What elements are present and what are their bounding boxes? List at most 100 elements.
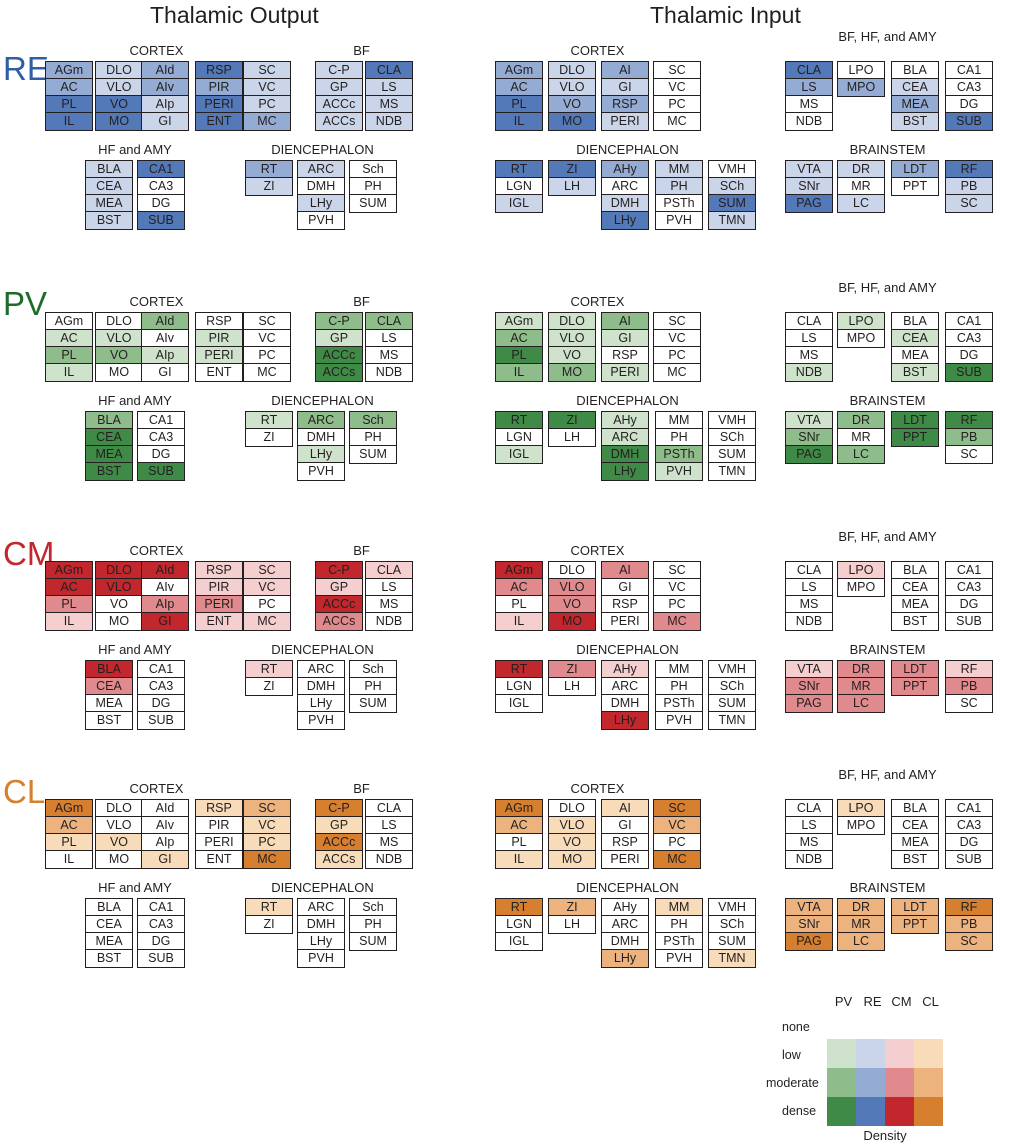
region-bla: BLA — [86, 412, 132, 429]
region-cla: CLA — [366, 313, 412, 330]
region-mr: MR — [838, 178, 884, 195]
region-pvh: PVH — [298, 950, 344, 967]
region-lhy: LHy — [602, 950, 648, 967]
region-rt: RT — [246, 412, 292, 429]
region-bst: BST — [892, 364, 938, 381]
region-agm: AGm — [496, 313, 542, 330]
region-zi: ZI — [246, 678, 292, 695]
output-bf-title: BF — [353, 43, 370, 58]
region-arc: ARC — [298, 661, 344, 678]
region-dmh: DMH — [298, 916, 344, 933]
legend-swatch-pv-moderate — [827, 1068, 856, 1097]
region-mea: MEA — [892, 596, 938, 613]
input-bfam-stack: CLA LS MS NDB — [785, 561, 833, 631]
region-lh: LH — [549, 429, 595, 446]
region-lhy: LHy — [298, 195, 344, 212]
input-bfam-title: BF, HF, and AMY — [838, 529, 937, 544]
region-mpo: MPO — [838, 817, 884, 834]
region-agm: AGm — [46, 62, 92, 79]
region-accc: ACCc — [316, 96, 362, 113]
region-snr: SNr — [786, 916, 832, 933]
output-cortex-stack: RSP PIR PERI ENT — [195, 561, 243, 631]
region-agm: AGm — [46, 313, 92, 330]
output-cortex-stack: SC VC PC MC — [243, 561, 291, 631]
region-cea: CEA — [86, 178, 132, 195]
region-lh: LH — [549, 178, 595, 195]
region-dlo: DLO — [549, 62, 595, 79]
region-vc: VC — [244, 79, 290, 96]
region-pvh: PVH — [656, 463, 702, 480]
region-ent: ENT — [196, 364, 242, 381]
region-cla: CLA — [366, 62, 412, 79]
region-bla: BLA — [86, 899, 132, 916]
region-dlo: DLO — [96, 800, 142, 817]
output-bf-stack: CLA LS MS NDB — [365, 312, 413, 382]
region-tmn: TMN — [709, 950, 755, 967]
region-lpo: LPO — [838, 562, 884, 579]
region-ndb: NDB — [366, 851, 412, 868]
region-rsp: RSP — [602, 347, 648, 364]
input-di-stack: MM PH PSTh PVH — [655, 411, 703, 481]
region-ppt: PPT — [892, 429, 938, 446]
region-vc: VC — [654, 330, 700, 347]
region-pag: PAG — [786, 446, 832, 463]
region-sch: SCh — [709, 178, 755, 195]
region-rsp: RSP — [602, 596, 648, 613]
region-pir: PIR — [196, 330, 242, 347]
region-mpo: MPO — [838, 330, 884, 347]
region-mo: MO — [549, 113, 595, 130]
output-bf-stack: CLA LS MS NDB — [365, 61, 413, 131]
region-rf: RF — [946, 161, 992, 178]
region-sum: SUM — [350, 695, 396, 712]
input-bfam-stack: CLA LS MS NDB — [785, 799, 833, 869]
input-bs-title: BRAINSTEM — [849, 642, 926, 657]
input-bs-stack: DR MR LC — [837, 660, 885, 713]
region-il: IL — [496, 613, 542, 630]
region-ac: AC — [46, 330, 92, 347]
region-rf: RF — [946, 899, 992, 916]
legend-row-moderate: moderate — [766, 1076, 819, 1090]
region-mea: MEA — [86, 695, 132, 712]
region-mea: MEA — [892, 347, 938, 364]
region-pvh: PVH — [656, 212, 702, 229]
output-cortex-stack: AGm AC PL IL — [45, 561, 93, 631]
region-ca1: CA1 — [138, 661, 184, 678]
region-gi: GI — [602, 330, 648, 347]
region-zi: ZI — [549, 412, 595, 429]
region-agm: AGm — [496, 562, 542, 579]
input-di-stack: MM PH PSTh PVH — [655, 898, 703, 968]
input-bs-stack: VTA SNr PAG — [785, 898, 833, 951]
region-tmn: TMN — [709, 212, 755, 229]
input-cortex-stack: SC VC PC MC — [653, 61, 701, 131]
output-cortex-stack: AId AIv AIp GI — [141, 561, 189, 631]
input-bfam-stack: CA1 CA3 DG SUB — [945, 61, 993, 131]
region-pag: PAG — [786, 933, 832, 950]
output-hf-stack: BLA CEA MEA BST — [85, 898, 133, 968]
input-bs-stack: DR MR LC — [837, 411, 885, 464]
input-bfam-stack: CLA LS MS NDB — [785, 61, 833, 131]
region-dlo: DLO — [96, 313, 142, 330]
region-mc: MC — [244, 851, 290, 868]
output-cortex-stack: AId AIv AIp GI — [141, 799, 189, 869]
region-ls: LS — [786, 579, 832, 596]
region-sch: Sch — [350, 161, 396, 178]
region-dg: DG — [946, 596, 992, 613]
region-psth: PSTh — [656, 446, 702, 463]
output-cortex-title: CORTEX — [129, 43, 184, 58]
region-sub: SUB — [946, 364, 992, 381]
region-mc: MC — [654, 851, 700, 868]
output-hf-stack: BLA CEA MEA BST — [85, 411, 133, 481]
region-rf: RF — [946, 661, 992, 678]
region-lc: LC — [838, 446, 884, 463]
region-dlo: DLO — [96, 562, 142, 579]
input-cortex-stack: AI GI RSP PERI — [601, 312, 649, 382]
region-cea: CEA — [86, 916, 132, 933]
region-mo: MO — [549, 613, 595, 630]
input-cortex-stack: AGm AC PL IL — [495, 61, 543, 131]
region-pl: PL — [496, 347, 542, 364]
region-sum: SUM — [350, 195, 396, 212]
region-ms: MS — [366, 834, 412, 851]
legend-column-re: RE — [863, 994, 882, 1009]
region-mea: MEA — [86, 933, 132, 950]
region-lpo: LPO — [838, 62, 884, 79]
